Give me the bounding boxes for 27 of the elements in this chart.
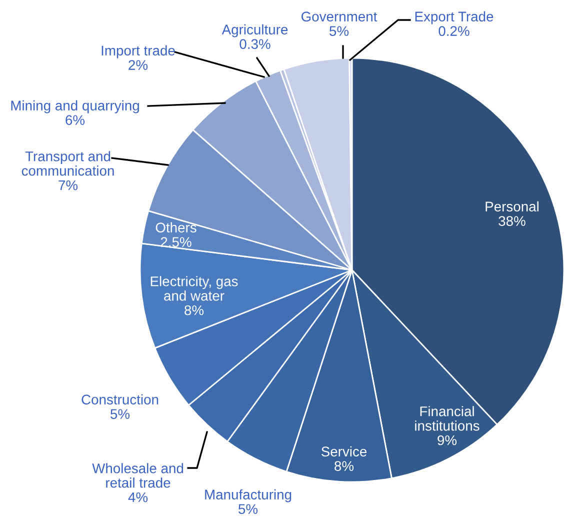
- slice-label: Wholesale and retail trade: [92, 463, 184, 488]
- data-label: 0.2%: [438, 26, 470, 36]
- data-label: 0.3%: [240, 39, 270, 49]
- data-label: 5%: [330, 26, 349, 36]
- slice-label: Electricity, gas and water: [150, 276, 238, 301]
- slice-label: Manufacturing: [205, 489, 292, 502]
- data-label: 8%: [334, 461, 354, 471]
- slice-label: Government: [301, 12, 378, 22]
- data-label: 6%: [66, 115, 85, 125]
- data-label: 38%: [498, 216, 526, 226]
- data-label: 9%: [438, 435, 457, 446]
- slice-label: Personal: [486, 201, 538, 212]
- slice-label: Financial institutions: [415, 406, 480, 431]
- data-label: 5%: [110, 409, 130, 419]
- data-label: 7%: [58, 180, 78, 190]
- data-label: 2%: [128, 60, 148, 70]
- data-label: 4%: [128, 492, 148, 502]
- data-label: 8%: [184, 305, 204, 316]
- slice-label: Service: [321, 446, 367, 456]
- slice-label: Mining and quarrying: [11, 100, 139, 114]
- slice-label: Construction: [82, 394, 158, 404]
- slice-label: Transport and communication: [22, 151, 114, 176]
- slice-label: Import trade: [102, 45, 175, 58]
- data-label: 5%: [238, 504, 258, 514]
- slice-label: Export Trade: [415, 11, 494, 24]
- slice-label: Agriculture: [222, 24, 288, 38]
- slice-label: Others: [156, 222, 196, 232]
